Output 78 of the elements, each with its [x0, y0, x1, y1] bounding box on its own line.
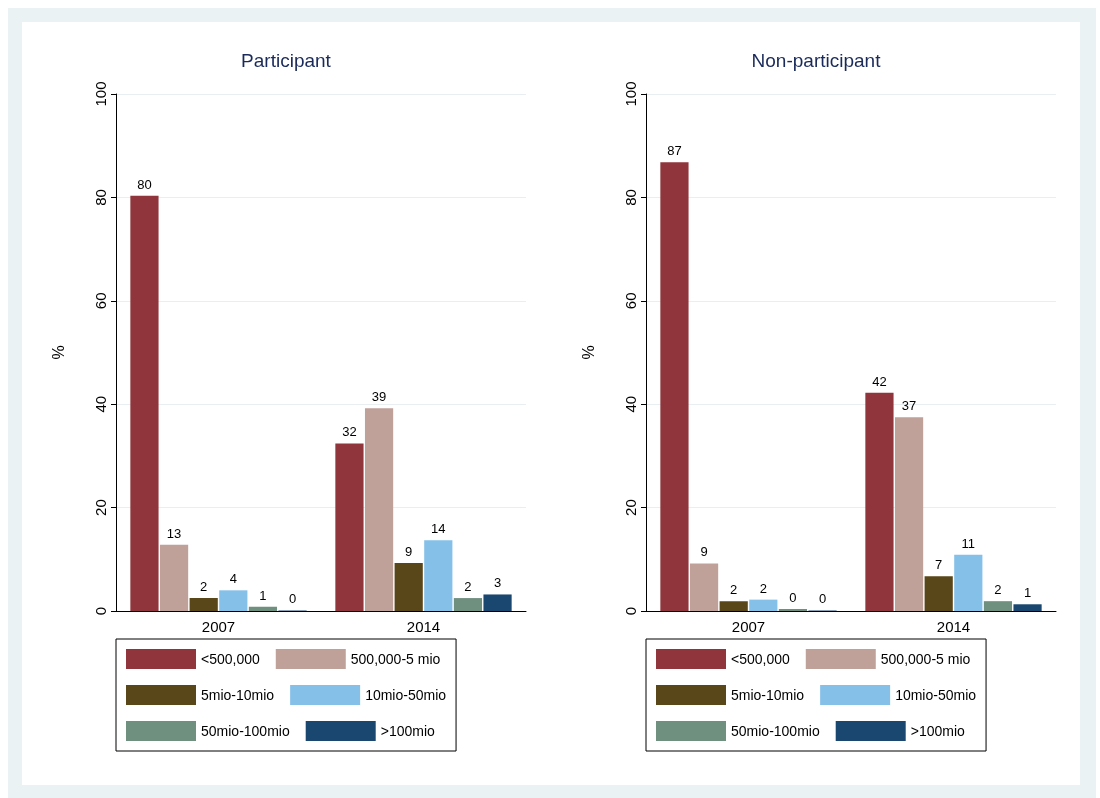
bar [749, 599, 778, 611]
bar [778, 608, 808, 611]
y-axis-title: % [49, 345, 67, 360]
x-tick-label: 2014 [936, 618, 971, 635]
y-tick-label: 80 [92, 189, 109, 206]
data-label: 2 [200, 579, 208, 595]
bar [983, 601, 1013, 611]
legend-label: <500,000 [731, 651, 790, 667]
y-tick-label: 20 [622, 499, 639, 516]
y-tick-label: 100 [92, 81, 109, 107]
y-tick-label: 20 [92, 499, 109, 516]
x-tick-label: 2007 [201, 618, 236, 635]
bar [364, 408, 394, 611]
data-label: 2 [730, 582, 738, 598]
bar [719, 601, 748, 611]
legend-label: 10mio-50mio [365, 687, 447, 703]
bar [865, 392, 894, 611]
legend-label: >100mio [380, 723, 436, 739]
data-label: 0 [789, 589, 797, 605]
data-label: 9 [700, 544, 708, 560]
y-tick-label: 60 [92, 292, 109, 310]
bar [894, 417, 924, 611]
legend-label: 500,000-5 mio [350, 651, 441, 667]
data-label: 87 [667, 143, 682, 159]
chart-title: Participant [241, 50, 332, 71]
y-tick-label: 100 [622, 81, 639, 107]
y-tick-label: 0 [92, 606, 109, 616]
bar [689, 563, 719, 611]
data-label: 32 [342, 424, 357, 440]
bar [248, 606, 278, 611]
bar [219, 590, 248, 611]
data-label: 0 [288, 591, 297, 607]
data-label: 2 [464, 579, 472, 595]
legend-label: <500,000 [201, 651, 260, 667]
data-label: 4 [229, 571, 237, 587]
data-label: 39 [371, 389, 387, 405]
bar [1013, 604, 1042, 611]
legend-label: 50mio-100mio [731, 723, 820, 739]
data-label: 37 [901, 398, 917, 414]
data-label: 11 [961, 535, 976, 551]
bar [954, 554, 983, 611]
legend-label: 10mio-50mio [895, 687, 977, 703]
data-label: 42 [872, 373, 887, 389]
chart-title: Non-participant [751, 50, 882, 71]
y-tick-label: 40 [92, 395, 109, 413]
data-label: 1 [259, 587, 267, 603]
data-label: 80 [137, 176, 152, 192]
legend-label: >100mio [910, 723, 966, 739]
bar [189, 598, 218, 611]
bar [924, 576, 953, 611]
legend-label: 5mio-10mio [201, 687, 275, 703]
data-label: 13 [166, 525, 182, 541]
legend-label: 50mio-100mio [201, 723, 290, 739]
bar [424, 540, 453, 611]
data-label: 2 [994, 582, 1002, 598]
data-label: 3 [493, 575, 502, 591]
data-label: 2 [759, 580, 767, 596]
legend-label: 5mio-10mio [731, 687, 805, 703]
bar [159, 544, 189, 611]
x-tick-label: 2014 [406, 618, 441, 635]
bar [660, 162, 689, 611]
bar [483, 594, 512, 611]
y-tick-label: 0 [622, 606, 639, 616]
legend-label: 500,000-5 mio [880, 651, 971, 667]
y-tick-label: 40 [622, 395, 639, 413]
x-tick-label: 2007 [731, 618, 766, 635]
data-label: 9 [405, 543, 413, 559]
y-tick-label: 80 [622, 189, 639, 206]
bar [130, 195, 159, 611]
bar [394, 562, 423, 611]
bar [453, 598, 483, 611]
y-axis-title: % [579, 345, 597, 360]
data-label: 14 [431, 521, 446, 537]
data-label: 1 [1023, 585, 1032, 601]
bar [335, 443, 364, 611]
y-tick-label: 60 [622, 292, 639, 310]
data-label: 0 [818, 591, 827, 607]
data-label: 7 [935, 557, 943, 573]
